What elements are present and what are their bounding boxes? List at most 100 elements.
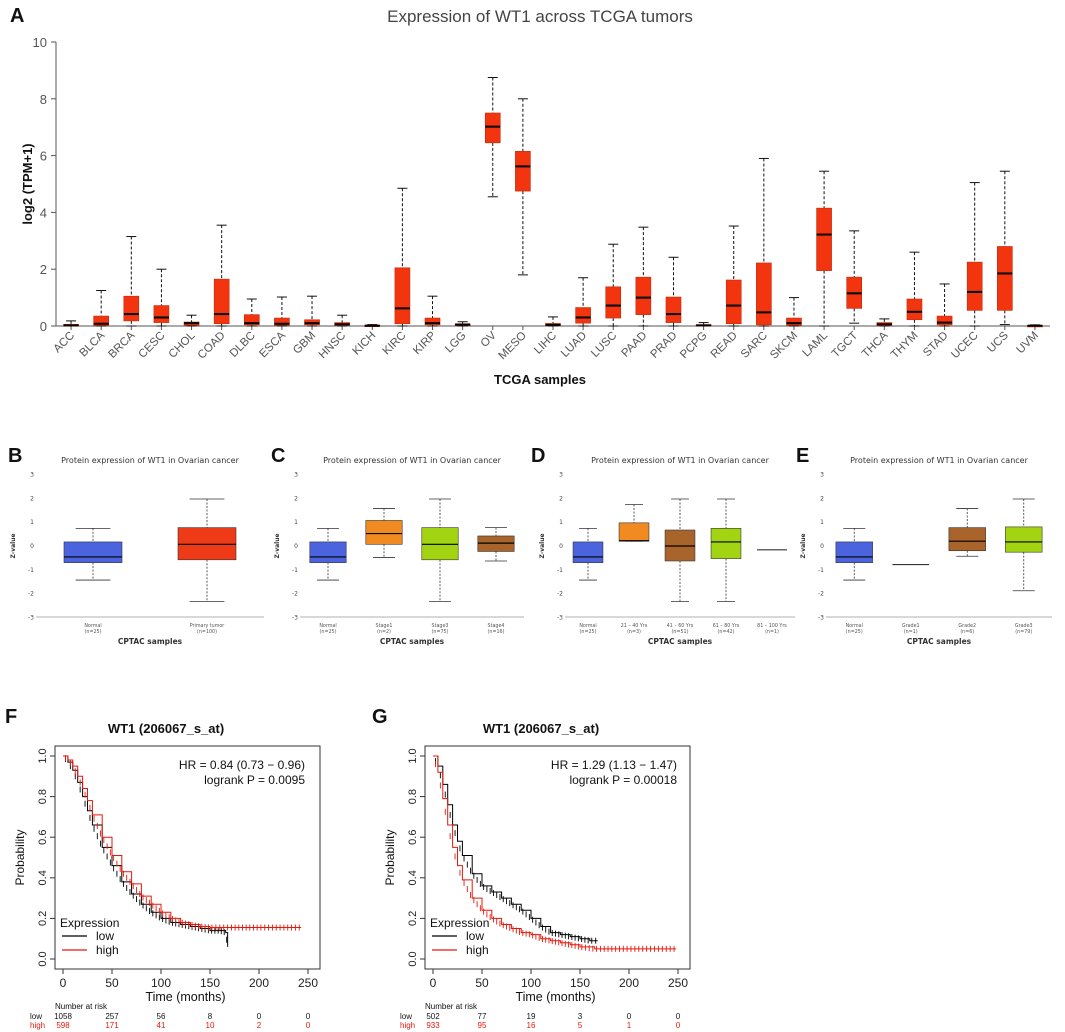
logrank-p: logrank P = 0.00018 — [569, 773, 677, 787]
x-tick-count: (n=25) — [846, 629, 863, 635]
x-axis-label: Time (months) — [145, 990, 225, 1004]
box-ucec — [966, 261, 983, 311]
y-axis-label: Z-value — [274, 533, 281, 558]
x-tick-label: 250 — [298, 976, 318, 990]
box-cesc — [153, 305, 170, 323]
box-0 — [835, 541, 873, 563]
y-axis-label: Z-value — [10, 533, 17, 558]
x-axis-label: Time (months) — [515, 990, 595, 1004]
risk-value: 5 — [578, 1021, 583, 1030]
y-axis-label: Z-value — [800, 533, 807, 558]
y-tick-label: 0.0 — [37, 951, 49, 966]
x-tick-label: THYM — [889, 330, 921, 362]
chart-title: Protein expression of WT1 in Ovarian can… — [61, 456, 239, 465]
hazard-ratio: HR = 0.84 (0.73 − 0.96) — [179, 758, 305, 772]
x-axis-label: TCGA samples — [494, 372, 586, 387]
x-tick-label: UCS — [985, 329, 1011, 355]
chart-title: WT1 (206067_s_at) — [483, 721, 599, 736]
risk-value: 0 — [676, 1021, 681, 1030]
x-tick-label: 61 – 80 Yrs — [713, 623, 740, 629]
x-tick-label: Stage1 — [376, 623, 393, 629]
risk-value: 1 — [627, 1021, 632, 1030]
x-tick-label: 200 — [619, 976, 639, 990]
panel-d-cptac-boxplot: Protein expression of WT1 in Ovarian can… — [539, 456, 795, 646]
risk-value: 502 — [426, 1012, 440, 1021]
legend-title: Expression — [60, 916, 119, 930]
plot-frame — [54, 745, 321, 970]
y-tick-label: -3 — [557, 615, 563, 622]
box-1 — [618, 522, 650, 542]
x-tick-count: (n=6) — [960, 629, 974, 635]
x-tick-label: UCEC — [949, 330, 981, 362]
box-stad — [936, 315, 953, 326]
risk-value: 2 — [257, 1021, 262, 1030]
box-0 — [63, 541, 123, 563]
x-tick-label: BRCA — [106, 329, 137, 360]
x-tick-count: (n=16) — [488, 629, 505, 635]
y-tick-label: 2 — [294, 495, 298, 502]
risk-value: 0 — [676, 1012, 681, 1021]
x-tick-label: 100 — [151, 976, 171, 990]
x-tick-label: 50 — [475, 976, 489, 990]
y-tick-label: 0 — [294, 543, 298, 550]
risk-value: 0 — [306, 1012, 311, 1021]
x-tick-label: ESCA — [257, 329, 288, 360]
y-tick-label: -3 — [818, 615, 824, 622]
x-tick-label: Grade2 — [958, 623, 976, 629]
box-kirc — [394, 267, 411, 325]
x-tick-label: COAD — [196, 330, 228, 362]
box-sarc — [756, 262, 772, 326]
x-tick-label: MESO — [497, 330, 529, 362]
y-tick-label: 3 — [820, 472, 824, 479]
y-tick-label: -1 — [557, 567, 563, 574]
box-paad — [635, 276, 652, 315]
legend-label-high: high — [96, 943, 119, 957]
x-tick-label: STAD — [921, 330, 951, 360]
x-tick-label: SARC — [739, 330, 770, 361]
risk-value: 0 — [627, 1012, 632, 1021]
box-coad — [213, 278, 230, 325]
x-tick-label: PAAD — [619, 330, 649, 360]
box-meso — [515, 151, 531, 192]
x-tick-label: LUSC — [589, 330, 619, 360]
box-3 — [710, 528, 742, 559]
x-tick-label: KIRP — [411, 329, 439, 357]
panel-label-g: G — [372, 706, 388, 728]
x-axis-label: CPTAC samples — [648, 637, 713, 646]
x-tick-count: (n=42) — [718, 629, 735, 635]
risk-row-label-high: high — [400, 1021, 415, 1030]
box-ov — [484, 112, 501, 144]
x-tick-label: TGCT — [830, 330, 861, 361]
y-tick-label: -3 — [292, 615, 298, 622]
x-tick-count: (n=75) — [432, 629, 449, 635]
y-tick-label: 0.8 — [407, 789, 419, 804]
x-tick-label: CHOL — [167, 329, 199, 361]
risk-value: 10 — [206, 1021, 215, 1030]
x-tick-label: Normal — [579, 623, 596, 629]
x-tick-label: 150 — [570, 976, 590, 990]
x-tick-label: LIHC — [532, 330, 559, 357]
x-tick-label: OV — [479, 329, 499, 349]
box-brca — [123, 295, 140, 322]
risk-value: 933 — [426, 1021, 440, 1030]
x-tick-label: 250 — [668, 976, 688, 990]
panel-e-cptac-boxplot: Protein expression of WT1 in Ovarian can… — [800, 456, 1052, 646]
box-1 — [365, 520, 403, 545]
chart-title: Protein expression of WT1 in Ovarian can… — [850, 456, 1028, 465]
risk-value: 3 — [578, 1012, 583, 1021]
x-tick-count: (n=25) — [320, 629, 337, 635]
x-tick-count: (n=3) — [627, 629, 641, 635]
x-tick-label: LAML — [800, 329, 830, 359]
panel-b-cptac-boxplot: Protein expression of WT1 in Ovarian can… — [10, 456, 264, 646]
chart-title: Protein expression of WT1 in Ovarian can… — [591, 456, 769, 465]
box-dlbc — [243, 314, 260, 326]
x-tick-label: CESC — [136, 330, 167, 361]
x-tick-label: 0 — [430, 976, 437, 990]
panel-c-cptac-boxplot: Protein expression of WT1 in Ovarian can… — [274, 456, 524, 646]
x-tick-label: 50 — [105, 976, 119, 990]
panel-a-tcga-boxplot: Expression of WT1 across TCGA tumors log2… — [20, 7, 1050, 387]
chart-title: Expression of WT1 across TCGA tumors — [387, 7, 693, 26]
x-tick-label: 41 – 60 Yrs — [667, 623, 694, 629]
panel-label-e: E — [796, 445, 809, 467]
box-blca — [93, 315, 109, 326]
